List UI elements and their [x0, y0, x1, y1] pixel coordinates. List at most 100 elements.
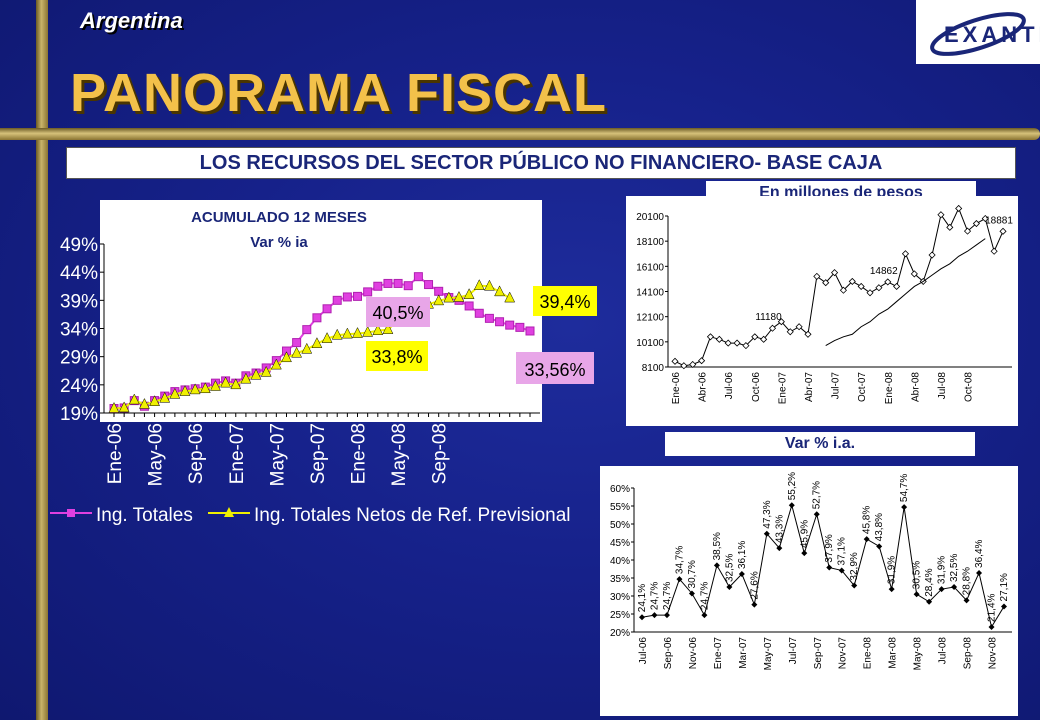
monthly-point	[751, 601, 758, 608]
monthly-point	[876, 543, 883, 550]
monthly-point	[706, 333, 715, 341]
point-label: 32,9%	[849, 552, 860, 580]
x-tick-label: Sep-08	[963, 637, 974, 670]
monthly-point	[724, 339, 732, 347]
trend-line	[716, 544, 955, 589]
series-net-point	[473, 279, 485, 290]
page-title: PANORAMA FISCAL	[70, 63, 607, 123]
series-net-point	[504, 291, 516, 303]
monthly-point	[776, 545, 783, 552]
point-label: 34,7%	[674, 546, 685, 574]
monthly-point	[676, 576, 683, 583]
point-label: 24,7%	[662, 582, 673, 610]
point-label: 32,5%	[724, 554, 735, 582]
monthly-point	[777, 318, 785, 326]
monthly-point	[1001, 603, 1007, 610]
x-tick-label: Oct-06	[751, 372, 762, 402]
legend-total-marker	[67, 509, 75, 517]
series-total-point	[413, 272, 423, 282]
legend-net-marker	[224, 507, 234, 517]
legend-net-label: Ing. Totales Netos de Ref. Previsional	[254, 505, 571, 526]
series-total-point	[403, 281, 413, 291]
x-tick-label: Jul-07	[831, 372, 842, 400]
x-tick-label: May-08	[913, 637, 924, 671]
accumulated-chart-title: ACUMULADO 12 MESES Var % ia	[146, 205, 412, 259]
y-tick-label: 40%	[610, 556, 630, 567]
monthly-point	[786, 328, 794, 336]
series-net-point	[341, 327, 353, 339]
x-tick-label: May-06	[146, 423, 167, 486]
point-label: 32,5%	[949, 554, 960, 582]
monthly-point	[698, 357, 706, 365]
monthly-point	[639, 614, 645, 621]
monthly-point	[715, 335, 723, 343]
series-total-point	[332, 295, 342, 305]
series-total-point	[484, 313, 494, 323]
series-net-point	[270, 358, 282, 370]
monthly-point	[713, 562, 720, 569]
x-tick-label: Sep-06	[186, 423, 207, 484]
series-net-point	[372, 324, 384, 336]
point-label: 21,4%	[987, 593, 998, 621]
point-label: 30,5%	[912, 561, 923, 589]
x-tick-label: Mar-08	[888, 637, 899, 669]
series-total-point	[363, 287, 373, 297]
monthly-point	[884, 278, 892, 286]
point-label: 31,9%	[887, 556, 898, 584]
series-net-point	[291, 346, 303, 358]
monthly-point	[937, 211, 945, 219]
monthly-point	[901, 250, 910, 258]
trend-line	[825, 238, 986, 347]
x-tick-label: Sep-07	[308, 423, 329, 484]
y-tick-label: 14100	[636, 288, 664, 299]
monthly-point	[851, 582, 858, 589]
x-tick-label: Mar-07	[738, 637, 749, 669]
y-tick-label: 20%	[610, 628, 630, 639]
series-total-point	[292, 338, 302, 348]
monthly-point	[726, 584, 733, 590]
series-net-point	[189, 383, 201, 395]
point-label: 37,9%	[824, 534, 835, 562]
y-tick-label: 25%	[610, 610, 630, 621]
point-label: 43,3%	[774, 515, 785, 543]
monthly-point	[955, 204, 963, 213]
y-tick-label: 39%	[60, 291, 98, 312]
series-total-point	[474, 308, 484, 318]
x-tick-label: Nov-08	[988, 637, 999, 670]
monthly-point	[688, 590, 695, 597]
monthly-point	[813, 272, 821, 280]
x-tick-label: May-07	[763, 637, 774, 671]
series-total-point	[393, 278, 403, 288]
series-net-point	[484, 279, 495, 291]
monthly-point	[671, 357, 679, 365]
y-tick-label: 12100	[636, 313, 664, 324]
series-net-point	[149, 395, 160, 406]
variation-chart-panel	[600, 466, 1018, 716]
x-tick-label: Abr-08	[910, 372, 921, 402]
series-total-point	[302, 325, 312, 335]
series-total-point	[353, 291, 363, 301]
monthly-point	[946, 223, 954, 231]
x-tick-label: Ene-07	[777, 372, 788, 405]
legend-total-label: Ing. Totales	[96, 505, 193, 526]
x-tick-label: Sep-07	[813, 637, 824, 670]
x-tick-label: Abr-06	[698, 372, 709, 402]
y-tick-label: 49%	[60, 235, 98, 256]
monthly-point	[875, 284, 883, 292]
monthly-point	[926, 598, 933, 605]
annotation-33-56: 33,56%	[524, 360, 585, 380]
monthly-point	[863, 536, 870, 543]
monthly-point	[981, 214, 989, 223]
point-label: 38,5%	[712, 532, 723, 560]
x-tick-label: Ene-06	[105, 423, 126, 484]
monthly-point	[901, 504, 908, 511]
x-tick-label: May-07	[267, 423, 288, 486]
section-subtitle: LOS RECURSOS DEL SECTOR PÚBLICO NO FINAN…	[66, 147, 1016, 179]
monthly-point	[751, 333, 759, 341]
y-tick-label: 34%	[60, 320, 98, 341]
monthly-point	[760, 335, 768, 343]
x-tick-label: Jul-08	[938, 637, 949, 665]
x-tick-label: Ene-08	[863, 637, 874, 670]
